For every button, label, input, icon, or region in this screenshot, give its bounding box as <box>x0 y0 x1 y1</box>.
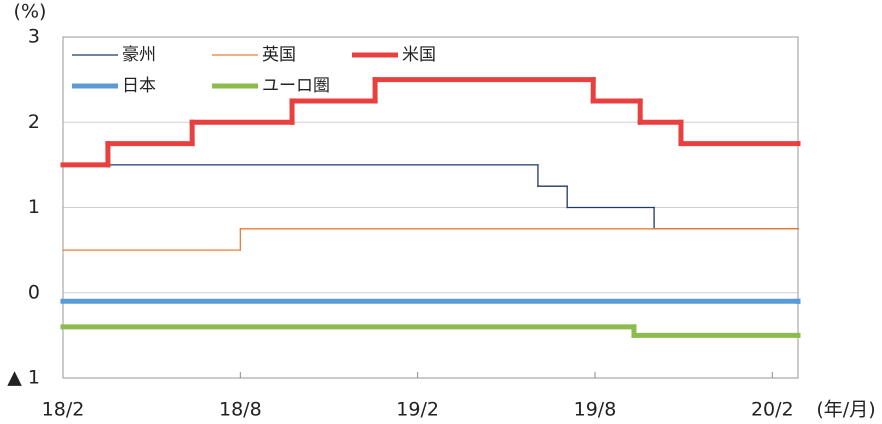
legend-label: 日本 <box>122 76 156 96</box>
legend-label: ユーロ圏 <box>262 76 330 96</box>
y-tick-label: 3 <box>28 26 40 48</box>
y-tick-label: 2 <box>28 111 40 133</box>
legend-label: 豪州 <box>122 44 156 65</box>
legend-label: 英国 <box>262 45 296 65</box>
plot-frame <box>62 36 799 379</box>
y-unit-label: (%) <box>14 1 47 23</box>
x-tick-label: 20/2 <box>751 399 794 421</box>
y-tick-label: 0 <box>28 281 40 303</box>
x-unit-label: (年/月) <box>816 399 875 421</box>
x-tick-label: 18/2 <box>42 399 85 421</box>
x-tick-label: 18/8 <box>219 399 262 421</box>
legend-label: 米国 <box>402 45 436 65</box>
y-tick-label: ▲ 1 <box>7 367 40 389</box>
x-tick-label: 19/2 <box>396 399 439 421</box>
x-tick-label: 19/8 <box>574 399 617 421</box>
y-tick-label: 1 <box>28 196 40 218</box>
